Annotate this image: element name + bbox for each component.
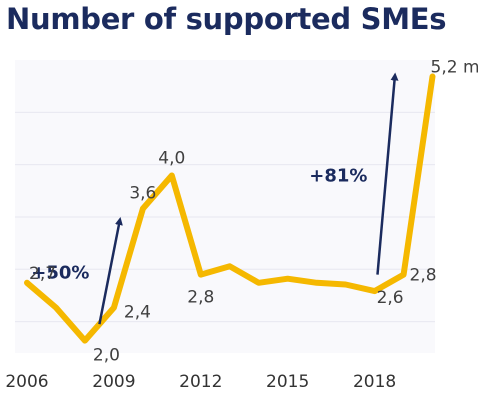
data-label: 4,0 (158, 149, 185, 169)
data-label: 2,4 (124, 303, 151, 323)
data-label: 2,8 (410, 266, 437, 286)
x-tick-label: 2006 (5, 372, 48, 392)
x-tick-label: 2009 (92, 372, 135, 392)
data-label: 2,7 (29, 264, 56, 284)
growth-arrow (376, 72, 399, 275)
growth-annotation: +50% (31, 263, 89, 284)
x-tick-label: 2018 (353, 372, 396, 392)
x-axis-ticks: 2006 2009 2012 2015 2018 (5, 372, 396, 392)
chart-title: Number of supported SMEs (6, 2, 447, 36)
growth-arrow (98, 217, 123, 325)
data-labels: 2,7 2,0 2,4 3,64,0 2,8 2,6 2,8 5,2 m (29, 58, 478, 366)
data-label: 2,8 (187, 288, 214, 308)
series-layer (24, 73, 436, 344)
data-label: 5,2 m (431, 58, 478, 78)
annotation-layer: +50% +81% (31, 72, 399, 325)
growth-annotation: +81% (309, 166, 367, 187)
x-tick-label: 2012 (179, 372, 222, 392)
plot-background (15, 60, 435, 353)
data-label: 2,0 (93, 346, 120, 366)
x-tick-label: 2015 (266, 372, 309, 392)
data-label: 2,6 (377, 288, 404, 308)
data-label: 3,6 (129, 184, 156, 204)
series-line (24, 73, 436, 344)
